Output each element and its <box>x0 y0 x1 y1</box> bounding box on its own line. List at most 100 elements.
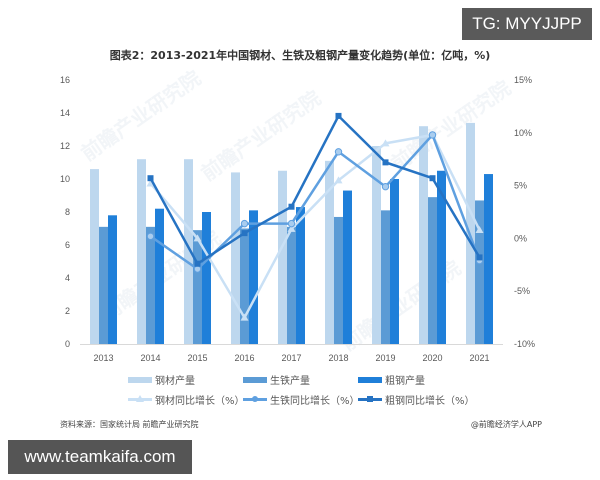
bar <box>249 210 258 344</box>
triangle-marker-icon <box>193 234 202 242</box>
chart-title: 图表2：2013-2021年中国钢材、生铁及粗钢产量变化趋势(单位：亿吨，%) <box>109 49 491 62</box>
line-swatch-triangle-icon <box>128 395 152 402</box>
circle-marker-icon <box>287 219 296 228</box>
bar <box>202 212 211 344</box>
triangle-marker-icon <box>381 139 390 147</box>
legend-item-pig-iron-output: 生铁产量 <box>243 372 310 387</box>
square-marker-icon <box>241 230 248 237</box>
legend-label: 生铁同比增长（%） <box>270 396 360 407</box>
y-axis-right: -10% -5% 0% 5% 10% 15% <box>514 75 535 349</box>
circle-marker-icon <box>428 131 437 139</box>
bar <box>484 174 493 344</box>
growth-line <box>149 133 481 321</box>
legend-label: 生铁产量 <box>270 376 310 387</box>
legend-item-crude-steel-output: 粗钢产量 <box>358 372 425 387</box>
bar <box>428 197 437 344</box>
circle-marker-icon <box>334 148 343 156</box>
square-marker-icon <box>194 260 201 267</box>
x-tick-label: 2015 <box>187 353 207 363</box>
y-tick-label: 12 <box>60 141 70 151</box>
data-source: 资料来源：国家统计局 前瞻产业研究院 <box>60 420 199 429</box>
x-tick-label: 2014 <box>140 353 160 363</box>
x-tick-label: 2013 <box>93 353 113 363</box>
y2-tick-label: 5% <box>514 181 527 191</box>
y2-tick-label: 15% <box>514 75 532 85</box>
triangle-marker-icon <box>287 224 296 232</box>
bar <box>240 228 249 344</box>
square-marker-icon <box>288 203 295 210</box>
y2-tick-label: -5% <box>514 286 530 296</box>
circle-marker-icon <box>240 219 249 228</box>
bar-swatch-icon <box>128 376 152 383</box>
legend-label: 粗钢同比增长（%） <box>385 396 475 407</box>
legend-item-crude-steel-growth: 粗钢同比增长（%） <box>358 392 475 407</box>
bar-swatch-icon <box>358 376 382 383</box>
line-series <box>146 112 484 321</box>
x-axis-labels: 2013 2014 2015 2016 2017 2018 2019 2020 2021 <box>93 353 489 363</box>
bar-swatch-icon <box>243 376 267 383</box>
y-tick-label: 8 <box>65 207 70 217</box>
square-marker-icon <box>382 159 389 166</box>
x-tick-label: 2017 <box>281 353 301 363</box>
bar <box>287 226 296 344</box>
bar <box>475 200 484 344</box>
square-marker-icon <box>147 175 154 182</box>
legend-item-steel-output: 钢材产量 <box>128 372 195 387</box>
line-swatch-square-icon <box>358 396 382 402</box>
y2-tick-label: 0% <box>514 233 527 243</box>
y-tick-label: 16 <box>60 75 70 85</box>
bar <box>343 190 352 344</box>
bar <box>381 210 390 344</box>
legend-label: 钢材产量 <box>155 376 195 387</box>
y-tick-label: 10 <box>60 174 70 184</box>
y-tick-label: 2 <box>65 306 70 316</box>
bar <box>372 146 381 344</box>
circle-marker-icon <box>146 232 155 240</box>
triangle-marker-icon <box>146 179 155 187</box>
circle-marker-icon <box>193 265 202 273</box>
square-marker-icon <box>335 112 342 119</box>
telegram-badge: TG: MYYJJPP <box>462 8 592 40</box>
website-badge: www.teamkaifa.com <box>8 440 192 474</box>
legend-label: 钢材同比增长（%） <box>155 396 245 407</box>
bar <box>137 159 146 344</box>
bar <box>390 179 399 344</box>
credit-text: @前瞻经济学人APP <box>470 420 542 429</box>
bar <box>155 208 164 344</box>
growth-line <box>149 132 481 271</box>
bar <box>146 226 155 344</box>
bar <box>99 226 108 344</box>
bar <box>437 170 446 344</box>
x-tick-label: 2016 <box>234 353 254 363</box>
bar <box>325 160 334 344</box>
x-tick-label: 2018 <box>328 353 348 363</box>
bar <box>231 172 240 344</box>
growth-line <box>149 113 481 266</box>
x-tick-label: 2020 <box>422 353 442 363</box>
bar <box>193 230 202 344</box>
circle-marker-icon <box>381 182 390 191</box>
line-swatch-circle-icon <box>243 396 267 402</box>
triangle-marker-icon <box>240 313 249 321</box>
bar <box>184 159 193 344</box>
bar <box>419 126 428 344</box>
y-tick-label: 6 <box>65 240 70 250</box>
triangle-marker-icon <box>334 176 343 184</box>
legend-item-pig-iron-growth: 生铁同比增长（%） <box>243 392 360 407</box>
square-marker-icon <box>429 175 436 182</box>
bar <box>278 170 287 344</box>
bar <box>90 169 99 344</box>
y-tick-label: 4 <box>65 273 70 283</box>
legend-label: 粗钢产量 <box>385 376 425 387</box>
square-marker-icon <box>476 254 483 261</box>
y-axis-left: 0 2 4 6 8 10 12 14 16 <box>60 75 70 349</box>
x-tick-label: 2021 <box>469 353 489 363</box>
y-tick-label: 14 <box>60 108 70 118</box>
x-tick-label: 2019 <box>375 353 395 363</box>
legend-item-steel-growth: 钢材同比增长（%） <box>128 392 245 407</box>
bar <box>108 215 117 344</box>
y-tick-label: 0 <box>65 339 70 349</box>
triangle-marker-icon <box>475 225 484 233</box>
bar <box>334 216 343 344</box>
